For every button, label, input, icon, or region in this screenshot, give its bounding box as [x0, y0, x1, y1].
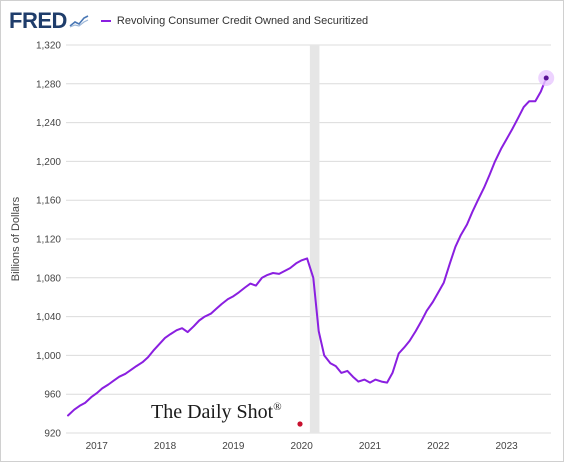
legend-swatch: [100, 20, 111, 22]
fred-logo[interactable]: FRED: [9, 8, 89, 34]
y-tick-label: 1,120: [36, 235, 61, 246]
y-tick-label: 920: [44, 429, 61, 440]
y-axis-label: Billions of Dollars: [10, 196, 22, 281]
x-tick-label: 2021: [359, 441, 382, 452]
daily-shot-watermark: The Daily Shot®: [151, 401, 282, 423]
y-tick-label: 1,320: [36, 41, 61, 52]
y-tick-label: 1,000: [36, 351, 61, 362]
endpoint-dot: [543, 75, 549, 81]
x-tick-label: 2020: [291, 441, 314, 452]
x-axis-ticks: 2017 2018 2019 2020 2021 2022 2023: [86, 441, 519, 452]
legend-label: Revolving Consumer Credit Owned and Secu…: [116, 15, 369, 27]
series-lines: [67, 77, 548, 417]
watermark-text: The Daily Shot: [151, 401, 274, 423]
x-tick-label: 2017: [86, 441, 109, 452]
y-tick-label: 1,080: [36, 273, 61, 284]
y-tick-label: 1,200: [36, 157, 61, 168]
recession-shading: [309, 45, 320, 433]
x-tick-label: 2019: [222, 441, 245, 452]
chart-legend[interactable]: Revolving Consumer Credit Owned and Secu…: [100, 15, 369, 27]
y-tick-label: 1,240: [36, 118, 61, 129]
sparkline-icon: [69, 15, 89, 28]
series-line: [67, 77, 548, 417]
series-endpoint: [538, 69, 555, 86]
x-tick-label: 2022: [427, 441, 450, 452]
chart-header: FRED Revolving Consumer Credit Owned and…: [9, 8, 369, 34]
recession-bar: [309, 45, 320, 433]
x-tick-label: 2018: [154, 441, 177, 452]
watermark-dot: [297, 421, 303, 427]
gridlines: [66, 44, 551, 434]
y-tick-label: 1,040: [36, 312, 61, 323]
y-tick-label: 1,160: [36, 196, 61, 207]
watermark-registered-mark: ®: [273, 401, 281, 413]
y-axis-ticks: 920 960 1,000 1,040 1,080 1,120 1,160 1,200 1,24…: [36, 41, 61, 440]
fred-logo-text: FRED: [9, 8, 67, 33]
y-tick-label: 1,280: [36, 79, 61, 90]
y-tick-label: 960: [44, 390, 61, 401]
x-tick-label: 2023: [495, 441, 518, 452]
